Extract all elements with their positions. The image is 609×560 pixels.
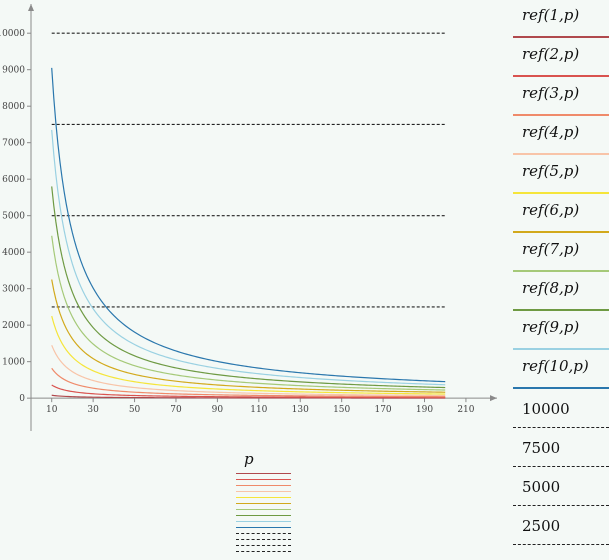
legend-label: 7500: [522, 439, 561, 457]
chart-reference-lines: [51, 32, 446, 308]
legend-swatch: [513, 466, 609, 467]
legend-label: ref(6,p): [522, 201, 580, 219]
legend-swatch: [513, 544, 609, 545]
legend-label: ref(2,p): [522, 45, 580, 63]
p-legend-swatch: [236, 527, 291, 528]
x-tick-label: 50: [129, 405, 141, 415]
legend-entry: ref(4,p): [513, 117, 609, 155]
y-tick-label: 6000: [2, 175, 25, 185]
legend-swatch: [513, 192, 609, 194]
chart-curves: [51, 67, 446, 399]
legend-entry: 5000: [513, 468, 609, 506]
series-line: [51, 345, 446, 397]
series-line: [51, 186, 446, 389]
series-line: [51, 279, 446, 393]
legend-swatch: [513, 348, 609, 350]
series-line: [51, 384, 446, 399]
legend-swatch: [513, 231, 609, 233]
p-legend-swatch: [236, 503, 291, 504]
x-axis-arrow: [490, 395, 497, 402]
series-line: [51, 67, 446, 383]
legend-entry: 10000: [513, 390, 609, 428]
y-tick-label: 5000: [2, 212, 25, 222]
x-tick-label: 10: [46, 405, 58, 415]
x-tick-label: 130: [292, 405, 309, 415]
p-legend-swatch: [236, 491, 291, 492]
x-tick-label: 90: [212, 405, 224, 415]
legend-entry: ref(9,p): [513, 312, 609, 350]
y-tick-label: 3000: [2, 285, 25, 295]
chart-legend: ref(1,p) ref(2,p) ref(3,p) ref(4,p) ref(5,p)…: [513, 0, 609, 560]
x-tick-label: 110: [250, 405, 267, 415]
p-legend-swatch: [236, 485, 291, 486]
legend-swatch: [513, 309, 609, 311]
legend-label: ref(4,p): [522, 123, 580, 141]
legend-label: ref(10,p): [522, 357, 589, 375]
legend-entry: ref(5,p): [513, 156, 609, 194]
series-line: [51, 235, 446, 391]
series-line: [51, 315, 446, 395]
legend-label: ref(1,p): [522, 6, 580, 24]
x-tick-label: 170: [374, 405, 391, 415]
y-tick-label: 8000: [2, 102, 25, 112]
legend-swatch: [513, 114, 609, 116]
y-tick-label: 1000: [2, 358, 25, 368]
legend-label: 2500: [522, 517, 561, 535]
p-legend-swatch: [236, 545, 291, 546]
legend-entry: ref(10,p): [513, 351, 609, 389]
legend-entry: 7500: [513, 429, 609, 467]
p-legend-swatch: [236, 533, 291, 534]
p-legend-swatch: [236, 551, 291, 552]
legend-entry: ref(8,p): [513, 273, 609, 311]
legend-swatch: [513, 153, 609, 155]
p-legend-swatch: [236, 539, 291, 540]
y-tick-label: 10000: [0, 29, 25, 39]
series-line: [51, 394, 446, 399]
p-legend-swatch: [236, 515, 291, 516]
legend-swatch: [513, 75, 609, 77]
legend-label: ref(5,p): [522, 162, 580, 180]
legend-swatch: [513, 505, 609, 506]
legend-entry: 2500: [513, 507, 609, 545]
p-legend-swatch: [236, 509, 291, 510]
p-legend-swatch: [236, 497, 291, 498]
legend-swatch: [513, 36, 609, 38]
legend-swatch: [513, 387, 609, 389]
y-tick-label: 7000: [2, 139, 25, 149]
legend-label: 5000: [522, 478, 561, 496]
chart-axes: [28, 4, 497, 431]
x-axis-label: p: [244, 450, 254, 468]
legend-swatch: [513, 270, 609, 272]
legend-entry: ref(6,p): [513, 195, 609, 233]
x-tick-label: 30: [87, 405, 99, 415]
y-axis-arrow: [28, 4, 34, 11]
y-tick-label: 0: [19, 394, 25, 404]
legend-entry: ref(2,p): [513, 39, 609, 77]
x-tick-label: 210: [457, 405, 474, 415]
p-legend-swatch: [236, 521, 291, 522]
y-tick-label: 9000: [2, 66, 25, 76]
p-legend-swatch: [236, 473, 291, 474]
legend-label: ref(7,p): [522, 240, 580, 258]
legend-label: ref(8,p): [522, 279, 580, 297]
legend-entry: ref(7,p): [513, 234, 609, 272]
x-tick-label: 150: [333, 405, 350, 415]
legend-entry: ref(3,p): [513, 78, 609, 116]
legend-entry: ref(1,p): [513, 0, 609, 38]
legend-label: ref(3,p): [522, 84, 580, 102]
legend-swatch: [513, 427, 609, 428]
p-legend-swatch: [236, 479, 291, 480]
series-line: [51, 367, 446, 398]
y-tick-label: 4000: [2, 248, 25, 258]
x-tick-label: 190: [416, 405, 433, 415]
y-tick-label: 2000: [2, 321, 25, 331]
chart-ticks: 10 30 50 70 90 110 130 150 170 190 210 0 1000 2000 300…: [0, 29, 475, 415]
legend-label: ref(9,p): [522, 318, 580, 336]
legend-label: 10000: [522, 400, 570, 418]
series-line: [51, 129, 446, 386]
x-tick-label: 70: [170, 405, 182, 415]
